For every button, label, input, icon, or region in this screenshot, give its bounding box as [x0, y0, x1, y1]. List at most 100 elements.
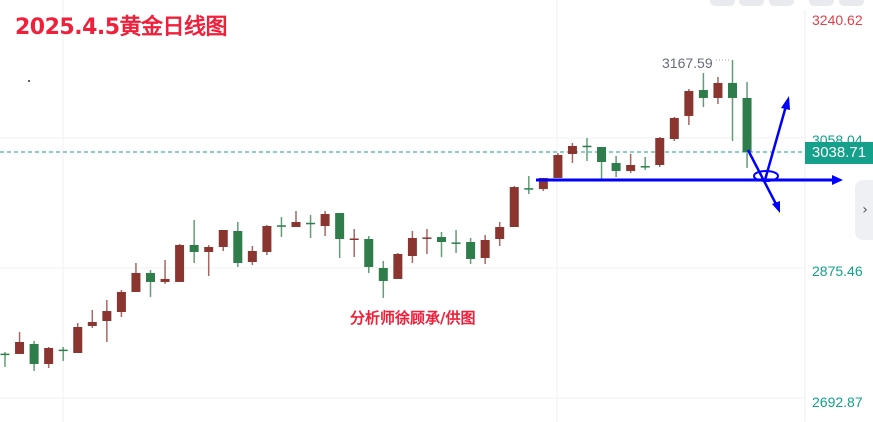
candle-body	[73, 327, 83, 353]
candle	[146, 269, 155, 297]
dot-mark	[28, 80, 30, 82]
candle	[131, 262, 141, 292]
candle	[262, 225, 272, 255]
collapse-panel-button[interactable]: ›	[855, 180, 873, 240]
candle	[509, 186, 519, 228]
candle-body	[597, 146, 607, 162]
candle	[640, 156, 650, 170]
candle	[597, 146, 607, 179]
candle-body	[640, 166, 650, 168]
candle	[15, 331, 25, 354]
candle-body	[58, 349, 68, 352]
candle	[713, 76, 723, 105]
candle	[44, 346, 54, 368]
candle	[58, 346, 68, 361]
candle-body	[364, 238, 374, 267]
candle	[102, 299, 112, 342]
candle-body	[451, 242, 461, 244]
candle-body	[276, 225, 286, 227]
candle	[437, 232, 446, 257]
candle	[626, 153, 636, 173]
candle	[553, 152, 563, 178]
candle-body	[335, 213, 345, 239]
candle-body	[524, 188, 534, 190]
candle	[684, 88, 694, 126]
candle	[204, 244, 214, 277]
toolbar-button[interactable]	[809, 0, 834, 6]
candle-body	[87, 322, 97, 327]
candle-body	[713, 82, 723, 98]
candle-body	[480, 239, 490, 258]
candle	[364, 235, 374, 273]
candle-body	[553, 154, 563, 178]
candle-body	[247, 250, 257, 262]
toolbar-button[interactable]	[839, 0, 864, 6]
candle-body	[189, 244, 199, 252]
candle	[276, 217, 286, 237]
candle-body	[218, 230, 228, 247]
credit-label: 分析师徐顾承/供图	[350, 309, 476, 327]
toolbar-button[interactable]	[710, 0, 735, 6]
candle	[728, 59, 737, 141]
candle-body	[44, 347, 54, 364]
candle-body	[509, 187, 519, 228]
candle-body	[466, 241, 476, 259]
up-arrow-line	[763, 105, 788, 181]
candle	[160, 259, 170, 284]
candle	[378, 260, 388, 298]
candle-body	[684, 90, 694, 116]
candle-body	[204, 246, 214, 252]
candle-body	[291, 222, 301, 228]
candle-body	[175, 244, 185, 282]
candle	[742, 81, 752, 168]
candle-body	[407, 237, 417, 256]
candle-body	[131, 272, 141, 292]
high-price-label: 3167.59	[662, 55, 713, 71]
arrow-head-icon	[772, 201, 780, 213]
chevron-right-icon: ›	[862, 202, 868, 218]
candle	[218, 230, 228, 251]
candle	[466, 237, 476, 264]
candle	[669, 117, 679, 141]
candle	[189, 220, 199, 263]
candle-body	[160, 278, 170, 282]
candle	[335, 213, 345, 258]
candle-body	[29, 343, 39, 364]
candle-body	[567, 145, 577, 154]
candle	[320, 211, 330, 236]
candle	[116, 289, 126, 318]
candle	[233, 222, 243, 267]
candle	[291, 211, 301, 228]
chart-title: 2025.4.5黄金日线图	[15, 15, 228, 40]
candle	[480, 234, 490, 264]
candle-body	[15, 341, 25, 354]
candle-body	[393, 253, 403, 279]
candle	[524, 175, 534, 195]
candle-body	[538, 177, 548, 190]
candle	[655, 137, 665, 167]
candle	[451, 230, 461, 253]
candle	[175, 243, 185, 282]
candle-body	[698, 89, 708, 98]
candles	[0, 59, 752, 371]
toolbar-button[interactable]	[739, 0, 764, 6]
candle-body	[233, 231, 243, 263]
candle-body	[728, 82, 737, 98]
candle-body	[495, 227, 505, 239]
candle	[306, 215, 316, 238]
candle	[582, 138, 592, 161]
candle-body	[437, 236, 446, 242]
trend-annotation	[536, 96, 843, 213]
grid	[0, 0, 806, 422]
candle-body	[669, 117, 679, 140]
candle	[87, 310, 97, 329]
candle	[349, 229, 359, 257]
candle	[611, 155, 621, 177]
candle-body	[742, 97, 752, 152]
price-axis-label: 3240.62	[812, 12, 863, 28]
candle	[0, 351, 10, 367]
down-arrow-line	[746, 149, 779, 207]
candle	[567, 142, 577, 163]
toolbar-button[interactable]	[769, 0, 794, 6]
